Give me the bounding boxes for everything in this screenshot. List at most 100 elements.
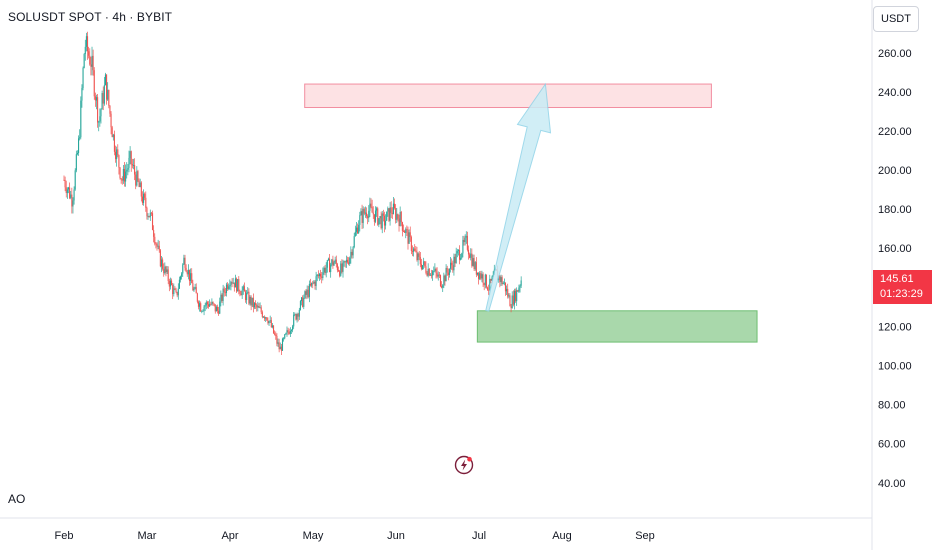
candle-body (314, 281, 316, 286)
candle-body (388, 208, 390, 221)
candle-body (443, 275, 445, 286)
candle-body (196, 293, 198, 302)
candle-body (83, 54, 85, 68)
candle-body (471, 253, 473, 266)
candle-body (167, 269, 169, 281)
candle-body (435, 268, 437, 273)
candle-body (84, 46, 86, 55)
candle-body (166, 269, 168, 273)
candle-body (316, 274, 318, 277)
candle-body (128, 157, 130, 168)
candle-body (325, 267, 327, 274)
candle-body (154, 236, 156, 244)
candle-body (385, 220, 387, 226)
price-tick-label: 120.00 (878, 321, 912, 333)
candle-body (278, 342, 280, 350)
time-axis[interactable]: Feb Mar Apr May Jun Jul Aug Sep (55, 530, 655, 542)
candle-body (239, 290, 241, 294)
candle-body (499, 276, 501, 282)
candle-body (348, 262, 350, 264)
lightning-icon[interactable] (454, 455, 474, 475)
candle-body (315, 276, 317, 286)
candle-body (298, 309, 300, 317)
currency-button[interactable]: USDT (873, 6, 919, 32)
candle-body (465, 235, 467, 238)
candle-body (284, 334, 286, 339)
candle-body (367, 216, 369, 219)
candle-body (432, 271, 434, 276)
candle-body (378, 218, 380, 225)
candle-body (218, 310, 220, 314)
candle-body (518, 287, 520, 292)
candle-body (261, 312, 263, 318)
candle-body (165, 266, 167, 273)
candle-body (461, 253, 463, 258)
candle-body (146, 207, 148, 217)
candle-body (355, 227, 358, 232)
candle-body (467, 249, 470, 255)
support-zone[interactable] (476, 310, 758, 343)
candle-body (473, 258, 475, 270)
candle-body (162, 259, 164, 269)
candle-body (364, 212, 366, 214)
candle-body (373, 214, 375, 222)
candle-body (207, 304, 210, 307)
candle-body (515, 290, 517, 302)
candle-body (513, 290, 515, 305)
last-price-value: 145.61 (880, 273, 914, 285)
candle-body (508, 295, 510, 297)
symbol-title[interactable]: SOLUSDT SPOT · 4h · BYBIT (8, 10, 173, 24)
candle-body (312, 282, 314, 284)
price-tick-label: 260.00 (878, 48, 912, 60)
candle-body (351, 251, 353, 256)
candle-body (408, 232, 410, 244)
candle-body (157, 245, 159, 247)
price-axis[interactable]: 40.0060.0080.00100.00120.00140.00160.001… (878, 48, 912, 490)
candle-body (253, 303, 256, 308)
candle-body (231, 282, 233, 284)
target-arrow[interactable] (485, 82, 552, 312)
plot-area[interactable] (0, 0, 872, 518)
candle-body (360, 211, 362, 216)
candle-body (97, 97, 99, 123)
candle-body (350, 251, 352, 258)
indicator-label[interactable]: AO (8, 492, 26, 506)
candle-body (454, 256, 456, 264)
candle-body (179, 276, 182, 280)
price-tick-label: 40.00 (878, 478, 906, 490)
candle-body (320, 273, 322, 277)
candle-body (191, 273, 193, 284)
candle-body (509, 295, 511, 307)
candle-body (281, 338, 284, 351)
time-tick-label: Sep (635, 530, 655, 542)
candle-body (74, 170, 76, 190)
candle-body (171, 280, 173, 286)
candle-body (90, 64, 92, 67)
candle-body (190, 273, 192, 281)
candle-body (75, 154, 77, 171)
candle-body (413, 248, 415, 252)
candle-body (397, 214, 399, 219)
candle-body (103, 85, 105, 104)
candle-body (330, 264, 332, 273)
candle-body (436, 272, 438, 277)
candle-body (110, 113, 112, 128)
candle-body (292, 326, 294, 331)
candle-body (129, 151, 131, 158)
resistance-zone[interactable] (304, 83, 712, 109)
candle-body (339, 271, 341, 276)
candle-body (511, 295, 513, 309)
candle-body (80, 100, 82, 138)
candle-body (479, 273, 481, 279)
candle-body (341, 263, 343, 272)
candle-body (248, 291, 250, 304)
candle-body (512, 295, 514, 305)
candle-body (447, 272, 449, 275)
candle-body (204, 305, 206, 307)
candle-body (240, 293, 242, 296)
candle-body (160, 259, 163, 267)
candle-body (132, 165, 135, 166)
candle-body (120, 178, 122, 180)
candle-body (485, 274, 487, 288)
